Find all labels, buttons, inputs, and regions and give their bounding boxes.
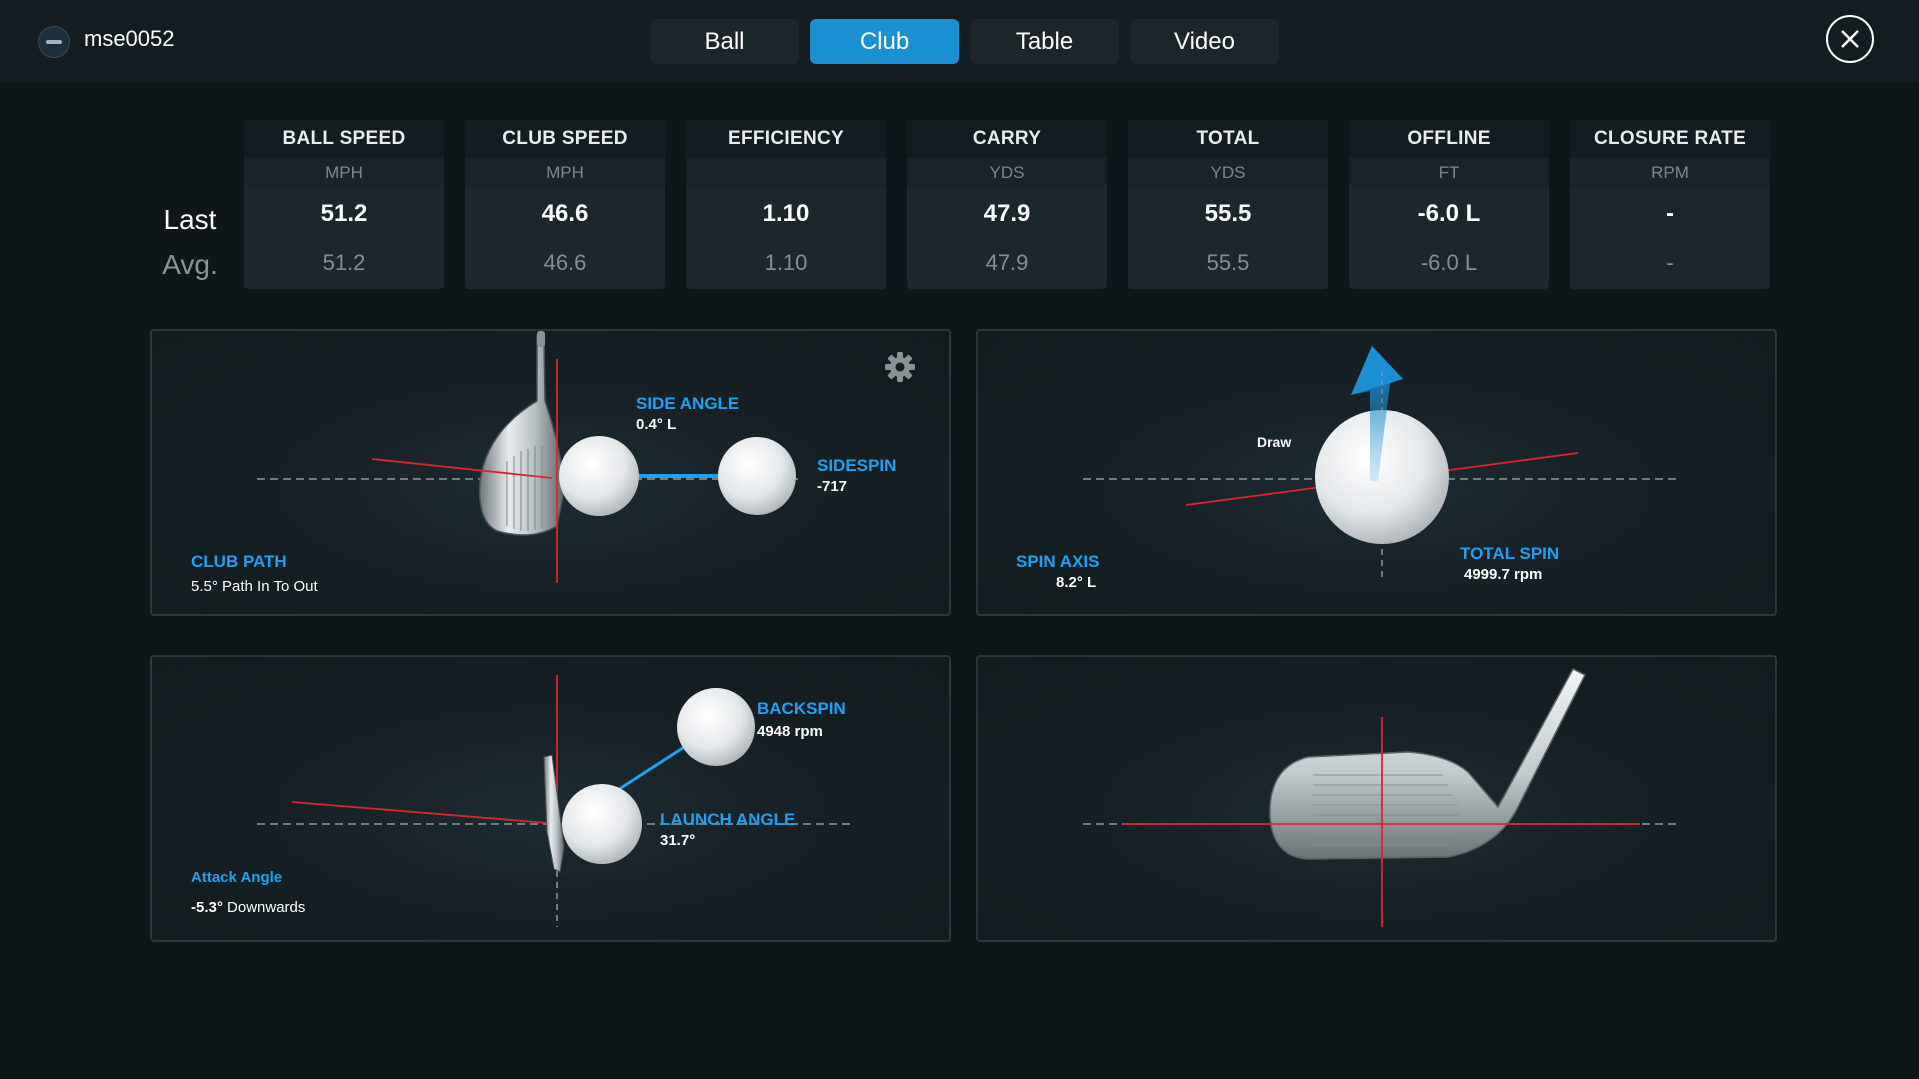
backspin-label: BACKSPIN bbox=[757, 699, 846, 718]
row-label-last: Last bbox=[163, 204, 217, 235]
metric-unit: YDS bbox=[907, 158, 1107, 188]
metric-last: 46.6 bbox=[541, 200, 589, 227]
metric-unit: MPH bbox=[465, 158, 665, 188]
metric-title: OFFLINE bbox=[1349, 120, 1549, 158]
metric-unit: MPH bbox=[244, 158, 444, 188]
metric-offline: OFFLINE FT -6.0 L -6.0 L bbox=[1349, 120, 1549, 289]
metric-last: -6.0 L bbox=[1417, 200, 1481, 227]
tab-ball[interactable]: Ball bbox=[650, 19, 799, 64]
metric-last: 1.10 bbox=[762, 200, 810, 227]
tab-video[interactable]: Video bbox=[1130, 19, 1279, 64]
metric-avg: 47.9 bbox=[985, 250, 1029, 275]
metric-title: CARRY bbox=[907, 120, 1107, 158]
club-face-panel bbox=[976, 655, 1777, 942]
top-bar: mse0052 Ball Club Table Video bbox=[0, 0, 1919, 82]
close-button[interactable] bbox=[1826, 15, 1874, 63]
metric-avg: 46.6 bbox=[543, 250, 587, 275]
metric-last: 47.9 bbox=[983, 200, 1031, 227]
metric-unit: FT bbox=[1349, 158, 1549, 188]
metric-club-speed: CLUB SPEED MPH 46.6 46.6 bbox=[465, 120, 665, 289]
side-angle-value: 0.4° L bbox=[636, 416, 677, 433]
launch-panel: BACKSPIN 4948 rpm LAUNCH ANGLE 31.7° Att… bbox=[150, 655, 951, 942]
avatar[interactable] bbox=[38, 26, 70, 58]
metric-avg: 1.10 bbox=[764, 250, 808, 275]
metric-title: CLOSURE RATE bbox=[1570, 120, 1770, 158]
metric-title: CLUB SPEED bbox=[465, 120, 665, 158]
attack-angle-label: Attack Angle bbox=[191, 869, 283, 886]
metric-avg: -6.0 L bbox=[1420, 250, 1478, 275]
metric-title: TOTAL bbox=[1128, 120, 1328, 158]
club-path-graphic bbox=[257, 331, 802, 583]
club-path-value: 5.5° Path In To Out bbox=[191, 578, 318, 595]
metric-ball-speed: BALL SPEED MPH 51.2 51.2 bbox=[244, 120, 444, 289]
metric-efficiency: EFFICIENCY 1.10 1.10 bbox=[686, 120, 886, 289]
metric-title: BALL SPEED bbox=[244, 120, 444, 158]
metric-unit: YDS bbox=[1128, 158, 1328, 188]
row-label-avg: Avg. bbox=[162, 249, 218, 280]
backspin-value: 4948 rpm bbox=[757, 723, 823, 740]
launch-angle-label: LAUNCH ANGLE bbox=[660, 810, 796, 829]
tab-table[interactable]: Table bbox=[970, 19, 1119, 64]
spin-axis-panel: Draw SPIN AXIS 8.2° L TOTAL SPIN 4999.7 … bbox=[976, 329, 1777, 616]
metric-closure-rate: CLOSURE RATE RPM - - bbox=[1570, 120, 1770, 289]
view-tabs: Ball Club Table Video bbox=[650, 19, 1279, 64]
spin-axis-graphic bbox=[1083, 346, 1678, 581]
club-face-graphic bbox=[1083, 668, 1678, 927]
side-angle-label: SIDE ANGLE bbox=[636, 394, 740, 413]
username: mse0052 bbox=[84, 26, 175, 51]
metric-unit bbox=[686, 158, 886, 188]
sidespin-value: -717 bbox=[817, 478, 848, 495]
attack-angle-text: -5.3° Downwards bbox=[191, 899, 305, 916]
launch-graphic bbox=[257, 675, 852, 927]
metric-total: TOTAL YDS 55.5 55.5 bbox=[1128, 120, 1328, 289]
sidespin-label: SIDESPIN bbox=[817, 456, 897, 475]
metric-title: EFFICIENCY bbox=[686, 120, 886, 158]
metric-last: 51.2 bbox=[320, 200, 368, 227]
club-path-label: CLUB PATH bbox=[191, 552, 287, 571]
metric-carry: CARRY YDS 47.9 47.9 bbox=[907, 120, 1107, 289]
metric-unit: RPM bbox=[1570, 158, 1770, 188]
close-icon bbox=[1841, 30, 1859, 48]
draw-label: Draw bbox=[1257, 434, 1292, 450]
total-spin-value: 4999.7 rpm bbox=[1464, 566, 1543, 583]
attack-angle-value: -5.3° bbox=[191, 899, 223, 916]
spin-axis-value: 8.2° L bbox=[1056, 574, 1097, 591]
metric-avg: 51.2 bbox=[322, 250, 366, 275]
metric-avg: - bbox=[1666, 250, 1674, 275]
metric-avg: 55.5 bbox=[1206, 250, 1250, 275]
total-spin-label: TOTAL SPIN bbox=[1460, 544, 1560, 563]
tab-club[interactable]: Club bbox=[810, 19, 959, 64]
launch-angle-value: 31.7° bbox=[660, 832, 696, 849]
metric-last: 55.5 bbox=[1204, 200, 1252, 227]
attack-angle-direction: Downwards bbox=[227, 899, 306, 916]
club-path-panel: SIDE ANGLE 0.4° L SIDESPIN -717 CLUB PAT… bbox=[150, 329, 951, 616]
metric-last: - bbox=[1666, 200, 1674, 227]
spin-axis-label: SPIN AXIS bbox=[1016, 552, 1100, 571]
